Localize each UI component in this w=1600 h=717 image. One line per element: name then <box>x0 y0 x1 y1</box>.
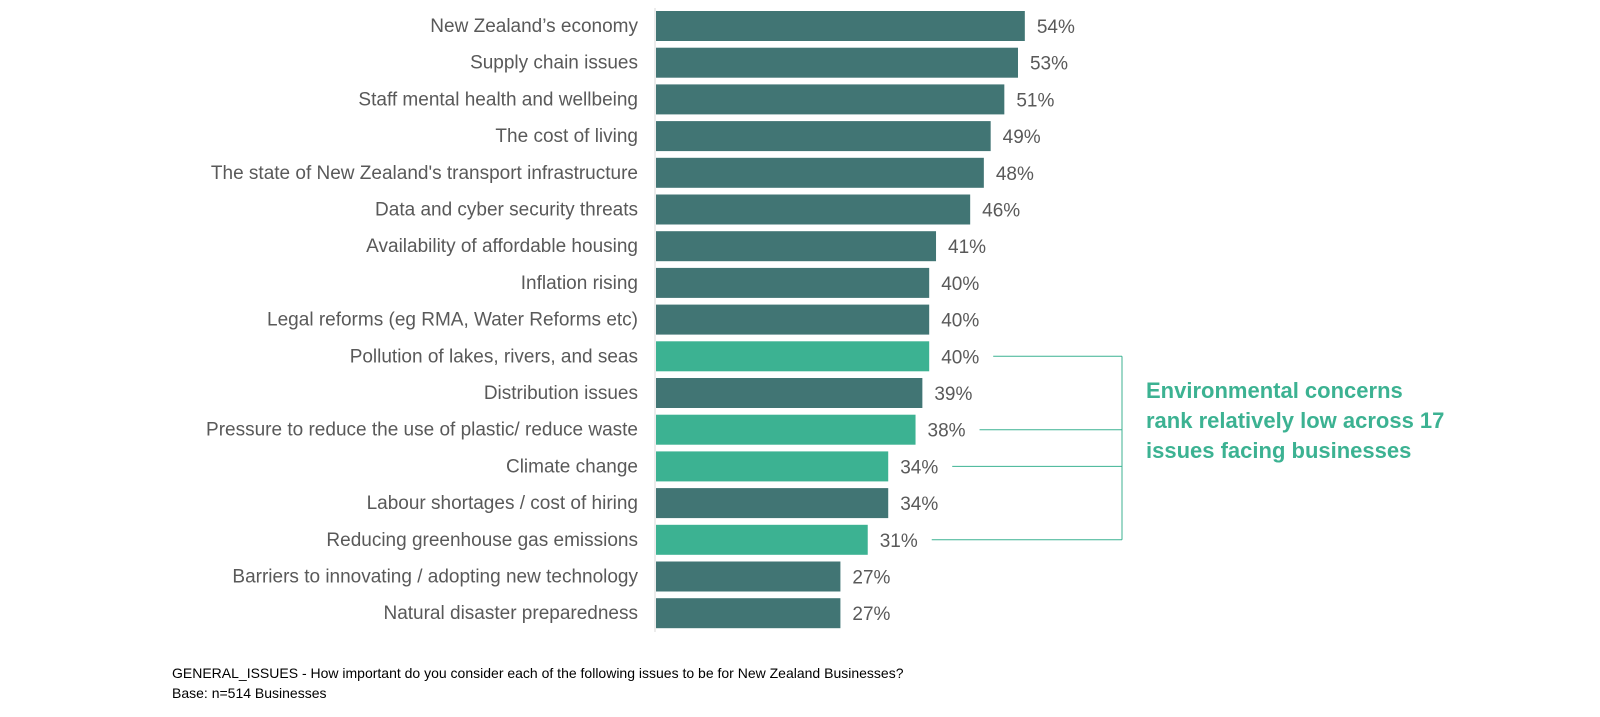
category-label: Pollution of lakes, rivers, and seas <box>350 346 638 367</box>
category-label: Supply chain issues <box>470 53 638 74</box>
environmental-bracket <box>931 355 1123 541</box>
bar <box>656 561 841 592</box>
value-label: 49% <box>1003 127 1041 148</box>
value-label: 40% <box>941 347 979 368</box>
category-label: Data and cyber security threats <box>375 200 638 221</box>
category-label: Availability of affordable housing <box>366 236 638 257</box>
category-label: Distribution issues <box>484 383 638 404</box>
sample-base-note: Base: n=514 Businesses <box>172 685 327 701</box>
category-label: The state of New Zealand's transport inf… <box>211 163 638 184</box>
value-label: 39% <box>934 384 972 405</box>
bar-highlighted <box>656 524 868 555</box>
bar <box>656 231 937 262</box>
value-label: 27% <box>852 604 890 625</box>
category-label: Natural disaster preparedness <box>383 603 638 624</box>
value-label: 46% <box>982 201 1020 222</box>
value-label: 34% <box>900 457 938 478</box>
value-label: 53% <box>1030 54 1068 75</box>
survey-question-note: GENERAL_ISSUES - How important do you co… <box>172 665 904 681</box>
bar <box>656 267 930 298</box>
bar <box>656 121 991 152</box>
bar-highlighted <box>656 341 930 372</box>
bar <box>656 11 1025 41</box>
bar <box>656 194 971 225</box>
category-label: Inflation rising <box>521 273 638 294</box>
bar <box>656 47 1018 78</box>
category-label: Reducing greenhouse gas emissions <box>326 530 638 551</box>
value-label: 31% <box>880 531 918 552</box>
value-label: 27% <box>852 568 890 589</box>
bar-highlighted <box>656 414 916 445</box>
value-label: 34% <box>900 494 938 515</box>
bar <box>656 488 889 519</box>
category-label: Pressure to reduce the use of plastic/ r… <box>206 420 638 441</box>
bar-group: New Zealand’s economy 54% Supply chain iss… <box>206 11 1075 629</box>
value-label: 40% <box>941 274 979 295</box>
value-label: 38% <box>928 421 966 442</box>
bar-chart: New Zealand’s economy 54% Supply chain iss… <box>206 8 1123 632</box>
value-label: 48% <box>996 164 1034 185</box>
environmental-callout: Environmental concerns rank relatively l… <box>1146 378 1445 463</box>
category-label: Staff mental health and wellbeing <box>358 89 638 110</box>
bar <box>656 304 930 335</box>
category-label: Legal reforms (eg RMA, Water Reforms etc… <box>267 310 638 331</box>
value-label: 40% <box>941 311 979 332</box>
bar <box>656 84 1005 115</box>
value-label: 54% <box>1037 17 1075 38</box>
bar <box>656 157 984 188</box>
bar <box>656 598 841 629</box>
category-label: Labour shortages / cost of hiring <box>367 493 638 514</box>
bar-highlighted <box>656 451 889 482</box>
category-label: New Zealand’s economy <box>430 16 638 37</box>
value-label: 41% <box>948 237 986 258</box>
category-label: Climate change <box>506 456 638 477</box>
category-label: Barriers to innovating / adopting new te… <box>232 567 638 588</box>
bar <box>656 378 923 408</box>
category-label: The cost of living <box>495 126 638 147</box>
value-label: 51% <box>1016 90 1054 111</box>
